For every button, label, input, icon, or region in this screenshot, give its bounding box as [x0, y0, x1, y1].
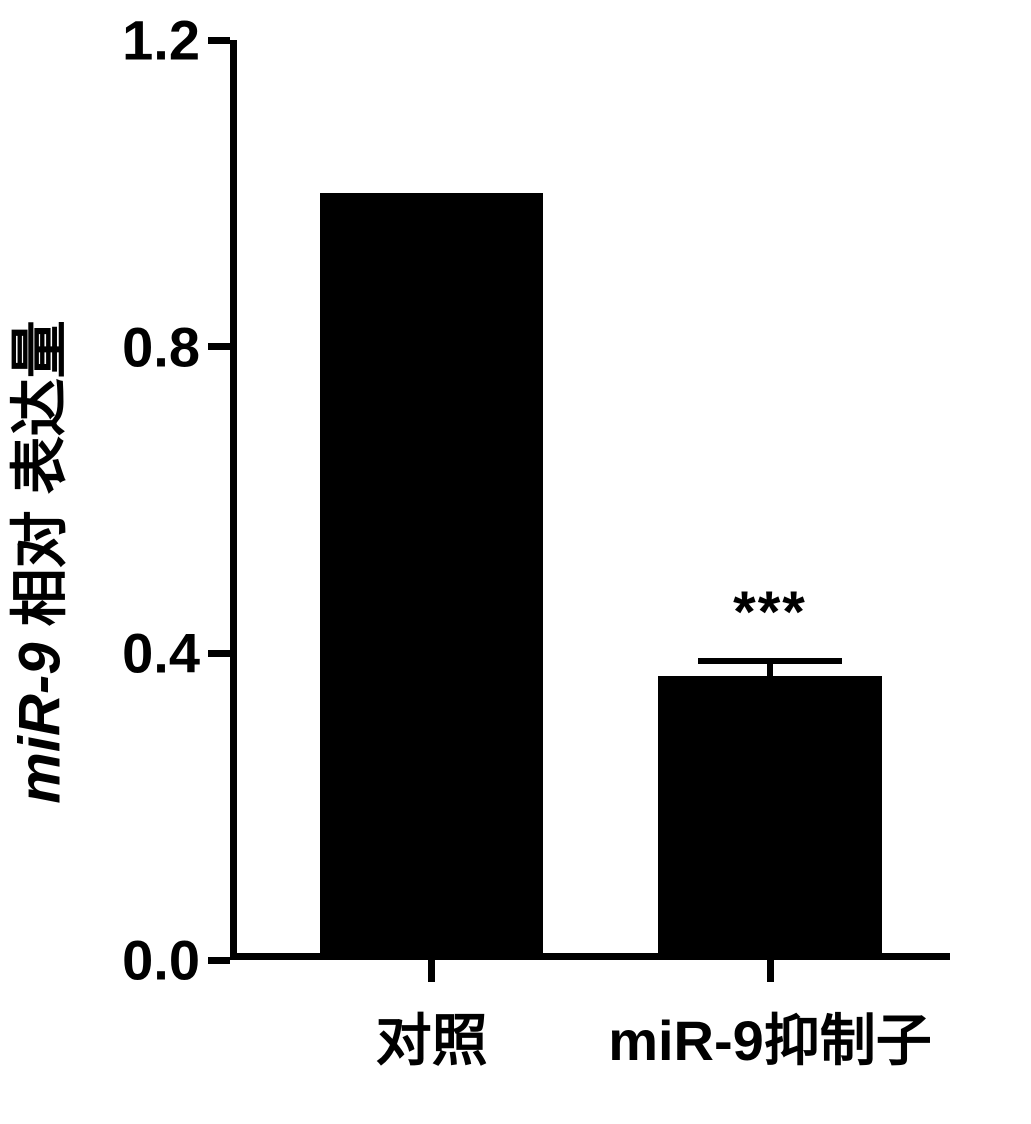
y-axis-title: miR-9 相对 表达量 — [0, 320, 77, 803]
x-tick-label: miR-9抑制子 — [608, 960, 932, 1077]
x-tick-label: 对照 — [376, 960, 488, 1077]
y-axis-title-rest: 相对 表达量 — [8, 320, 73, 642]
y-axis-line — [230, 40, 237, 960]
significance-marker: *** — [733, 579, 807, 646]
y-tick-label: 0.0 — [122, 928, 230, 993]
plot-area: 0.00.40.81.2对照miR-9抑制子*** — [230, 40, 950, 960]
y-tick-label: 1.2 — [122, 8, 230, 73]
y-axis-title-italic: miR-9 — [8, 643, 73, 804]
figure: miR-9 相对 表达量 0.00.40.81.2对照miR-9抑制子*** — [0, 0, 1031, 1124]
bar — [658, 676, 881, 960]
errorbar-cap — [698, 658, 842, 664]
y-tick-label: 0.4 — [122, 621, 230, 686]
y-axis-title-container: miR-9 相对 表达量 — [0, 0, 70, 1124]
y-tick-label: 0.8 — [122, 314, 230, 379]
bar — [320, 193, 543, 960]
